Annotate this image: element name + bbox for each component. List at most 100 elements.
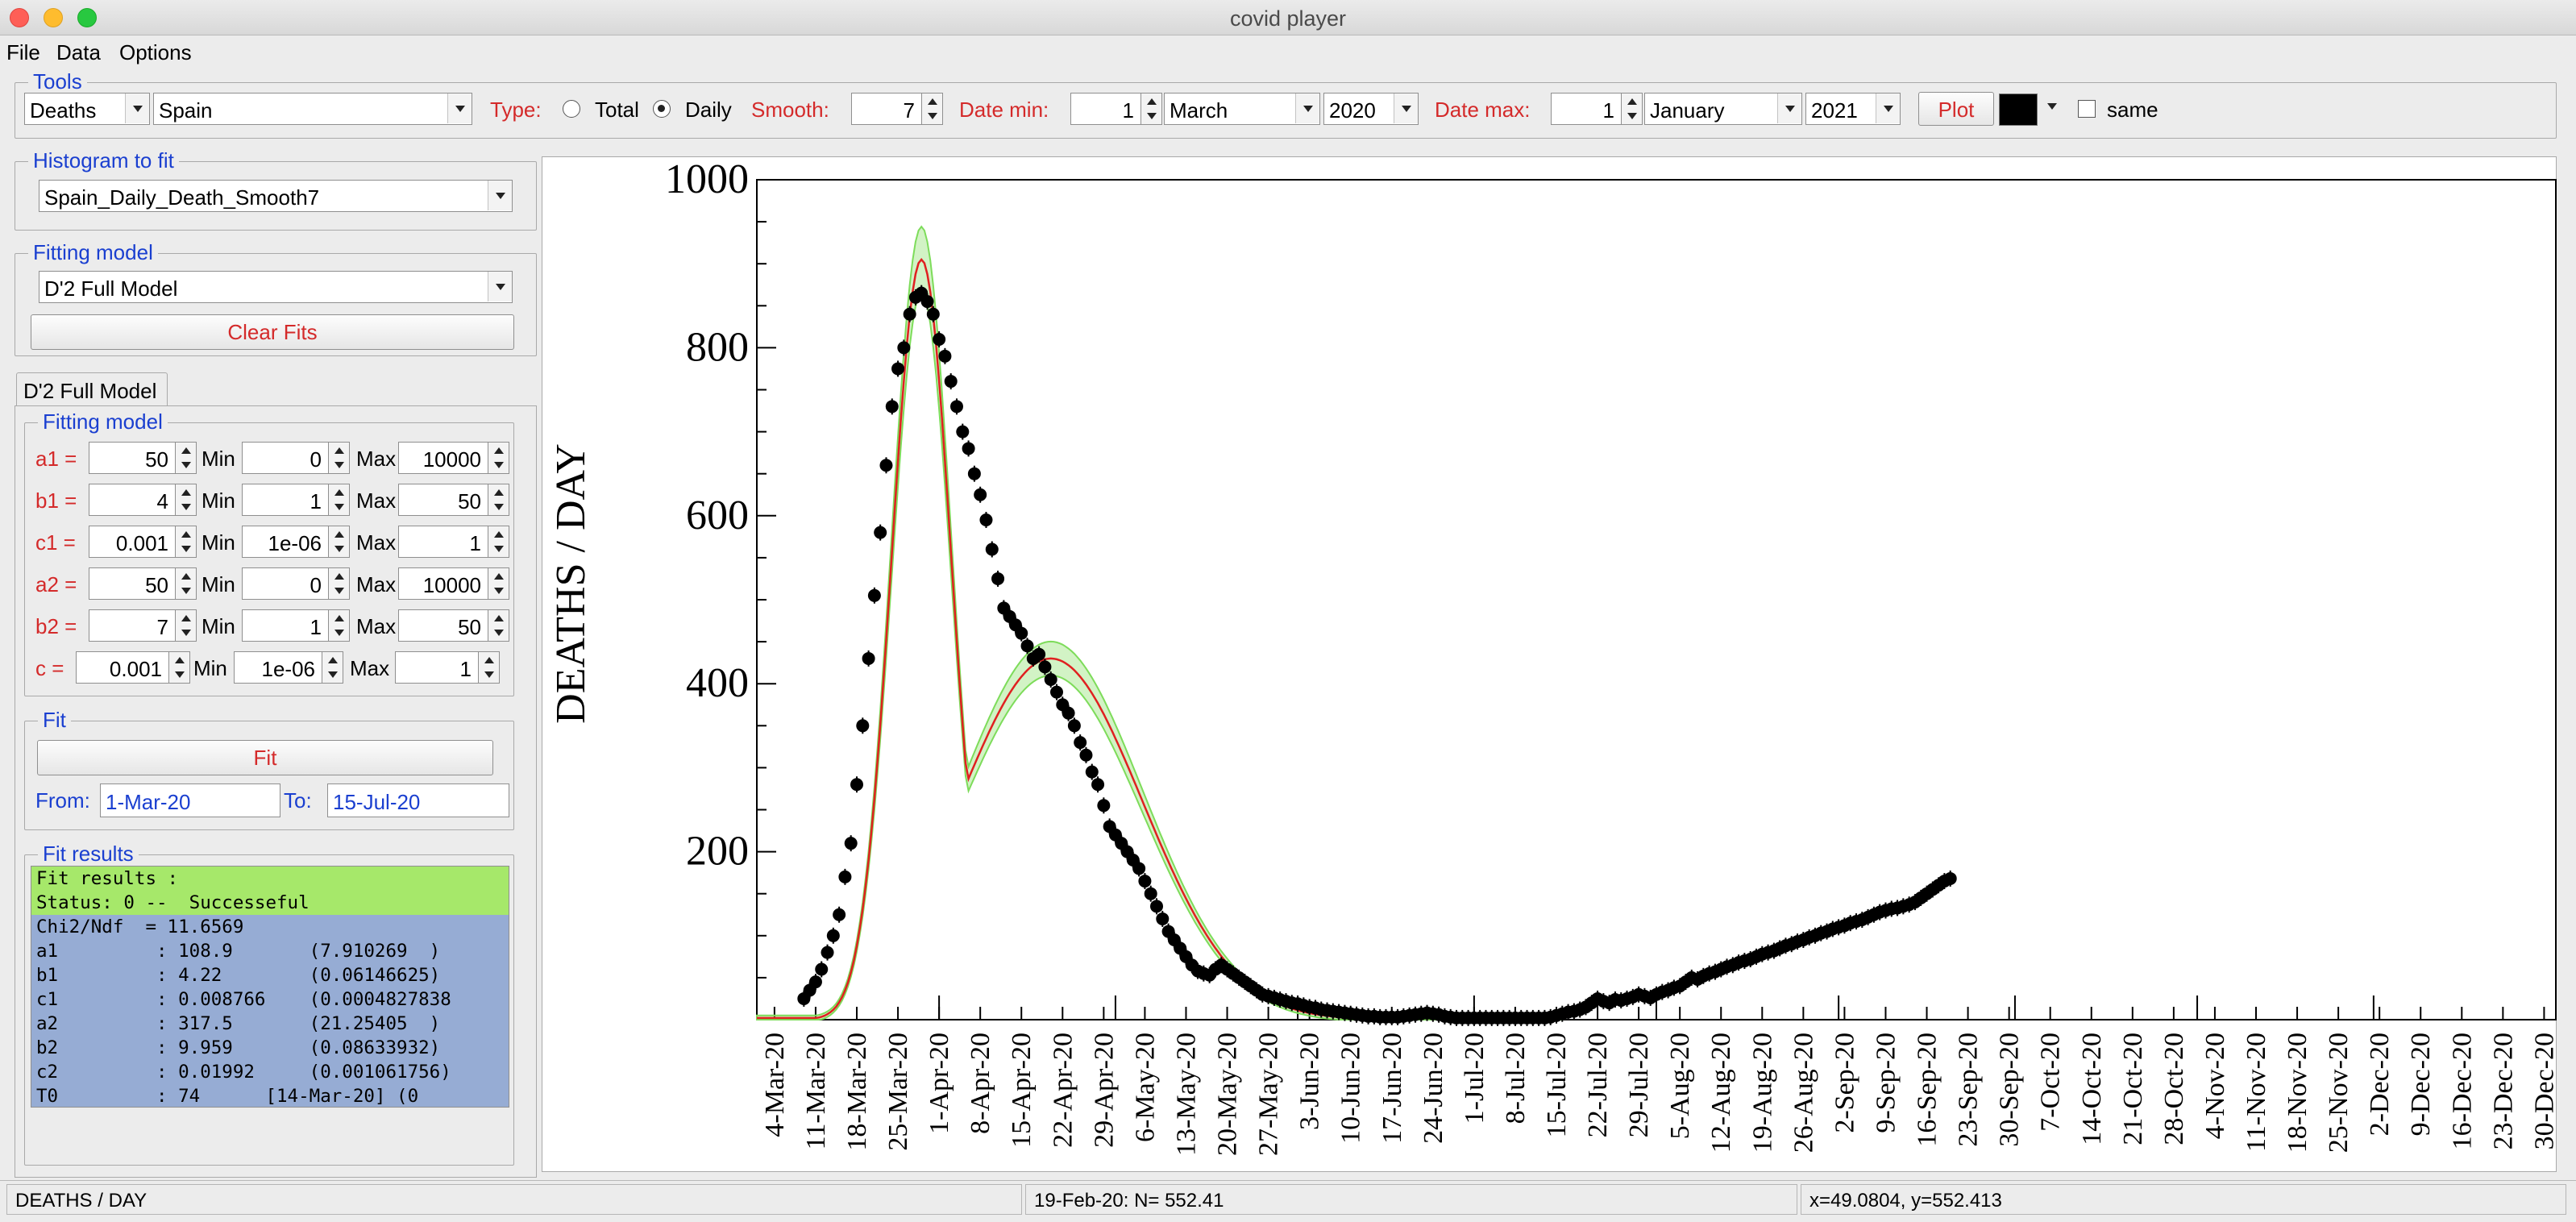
to-date-field[interactable]: 15-Jul-20: [327, 783, 509, 817]
color-dropdown-arrow-icon[interactable]: [2047, 103, 2057, 110]
chart-svg[interactable]: 200 400 600 800 1000 DEATHS / DAY 4-Mar-20 11-M…: [542, 156, 2559, 1173]
date-max-year-select[interactable]: 2021: [1805, 93, 1901, 125]
menu-file[interactable]: File: [6, 40, 40, 64]
param-max-value[interactable]: 10000: [398, 442, 488, 474]
menu-options[interactable]: Options: [119, 40, 192, 64]
param-value[interactable]: 50: [89, 567, 176, 600]
param-value-stepper[interactable]: [176, 567, 197, 600]
type-daily-radio[interactable]: [653, 100, 671, 118]
same-label[interactable]: same: [2107, 98, 2158, 122]
date-max-day-stepper[interactable]: [1622, 93, 1643, 125]
param-max-spinner[interactable]: 1: [395, 651, 500, 684]
fit-results-label: Fit results: [38, 842, 139, 867]
data-point: [1079, 748, 1093, 762]
param-max-stepper[interactable]: [488, 484, 509, 516]
param-min-value[interactable]: 0: [242, 567, 329, 600]
param-value[interactable]: 4: [89, 484, 176, 516]
clear-fits-button[interactable]: Clear Fits: [31, 314, 514, 350]
param-value[interactable]: 0.001: [76, 651, 169, 684]
minimize-window-button[interactable]: [44, 8, 63, 27]
param-min-value[interactable]: 1: [242, 484, 329, 516]
param-value-spinner[interactable]: 0.001: [89, 526, 197, 558]
param-min-stepper[interactable]: [329, 567, 350, 600]
param-value-spinner[interactable]: 50: [89, 567, 197, 600]
x-tick-label: 23-Sep-20: [1954, 1033, 1984, 1147]
param-value-stepper[interactable]: [176, 609, 197, 642]
status-object: DEATHS / DAY: [6, 1184, 1022, 1215]
zoom-window-button[interactable]: [77, 8, 97, 27]
param-value[interactable]: 0.001: [89, 526, 176, 558]
param-max-value[interactable]: 1: [395, 651, 479, 684]
param-max-value[interactable]: 10000: [398, 567, 488, 600]
param-value-spinner[interactable]: 50: [89, 442, 197, 474]
type-total-label[interactable]: Total: [595, 98, 639, 122]
param-value[interactable]: 7: [89, 609, 176, 642]
param-max-spinner[interactable]: 1: [398, 526, 509, 558]
smooth-stepper-arrows[interactable]: [922, 93, 943, 125]
param-value-spinner[interactable]: 7: [89, 609, 197, 642]
param-max-spinner[interactable]: 50: [398, 484, 509, 516]
same-checkbox[interactable]: [2078, 100, 2096, 118]
param-max-stepper[interactable]: [488, 567, 509, 600]
date-min-day-stepper[interactable]: [1141, 93, 1162, 125]
param-min-value[interactable]: 1e-06: [242, 526, 329, 558]
param-min-stepper[interactable]: [329, 526, 350, 558]
param-min-stepper[interactable]: [329, 442, 350, 474]
param-value-stepper[interactable]: [169, 651, 190, 684]
date-min-day-spinner[interactable]: 1: [1070, 93, 1162, 125]
param-max-value[interactable]: 50: [398, 609, 488, 642]
smooth-spinner[interactable]: 7: [851, 93, 943, 125]
plot-canvas[interactable]: 200 400 600 800 1000 DEATHS / DAY 4-Mar-20 11-M…: [542, 156, 2559, 1173]
param-max-spinner[interactable]: 10000: [398, 442, 509, 474]
param-min-spinner[interactable]: 0: [242, 567, 350, 600]
param-max-stepper[interactable]: [488, 526, 509, 558]
fitting-model-select[interactable]: D'2 Full Model: [39, 271, 513, 303]
param-min-spinner[interactable]: 0: [242, 442, 350, 474]
date-min-year-select[interactable]: 2020: [1323, 93, 1419, 125]
type-daily-label[interactable]: Daily: [685, 98, 732, 122]
date-max-month-select[interactable]: January: [1644, 93, 1802, 125]
quantity-select[interactable]: Deaths: [24, 93, 150, 125]
param-max-label: Max: [356, 447, 397, 471]
close-window-button[interactable]: [10, 8, 29, 27]
fit-button[interactable]: Fit: [37, 740, 493, 775]
param-max-stepper[interactable]: [488, 442, 509, 474]
plot-color-swatch[interactable]: [1999, 94, 2038, 126]
param-min-spinner[interactable]: 1: [242, 484, 350, 516]
plot-button[interactable]: Plot: [1918, 92, 1994, 126]
menu-data[interactable]: Data: [56, 40, 101, 64]
param-max-stepper[interactable]: [479, 651, 500, 684]
param-value-spinner[interactable]: 4: [89, 484, 197, 516]
param-min-stepper[interactable]: [322, 651, 343, 684]
param-max-stepper[interactable]: [488, 609, 509, 642]
histogram-select[interactable]: Spain_Daily_Death_Smooth7: [39, 180, 513, 212]
tab-d2-full-model[interactable]: D'2 Full Model: [16, 372, 168, 406]
param-value[interactable]: 50: [89, 442, 176, 474]
date-max-day-spinner[interactable]: 1: [1551, 93, 1643, 125]
date-min-day-value[interactable]: 1: [1070, 93, 1141, 125]
param-min-spinner[interactable]: 1e-06: [242, 526, 350, 558]
date-max-day-value[interactable]: 1: [1551, 93, 1622, 125]
param-max-spinner[interactable]: 50: [398, 609, 509, 642]
param-value-stepper[interactable]: [176, 526, 197, 558]
param-min-spinner[interactable]: 1e-06: [234, 651, 343, 684]
param-max-spinner[interactable]: 10000: [398, 567, 509, 600]
param-max-value[interactable]: 50: [398, 484, 488, 516]
param-min-value[interactable]: 1: [242, 609, 329, 642]
date-min-month-select[interactable]: March: [1164, 93, 1320, 125]
x-tick-label: 13-May-20: [1171, 1033, 1201, 1156]
data-point: [826, 929, 840, 942]
param-min-value[interactable]: 0: [242, 442, 329, 474]
type-total-radio[interactable]: [563, 100, 580, 118]
param-value-stepper[interactable]: [176, 442, 197, 474]
param-min-value[interactable]: 1e-06: [234, 651, 322, 684]
param-value-spinner[interactable]: 0.001: [76, 651, 190, 684]
param-max-value[interactable]: 1: [398, 526, 488, 558]
param-min-spinner[interactable]: 1: [242, 609, 350, 642]
smooth-value[interactable]: 7: [851, 93, 922, 125]
param-min-stepper[interactable]: [329, 484, 350, 516]
param-min-stepper[interactable]: [329, 609, 350, 642]
from-date-field[interactable]: 1-Mar-20: [100, 783, 280, 817]
param-value-stepper[interactable]: [176, 484, 197, 516]
country-select[interactable]: Spain: [153, 93, 472, 125]
